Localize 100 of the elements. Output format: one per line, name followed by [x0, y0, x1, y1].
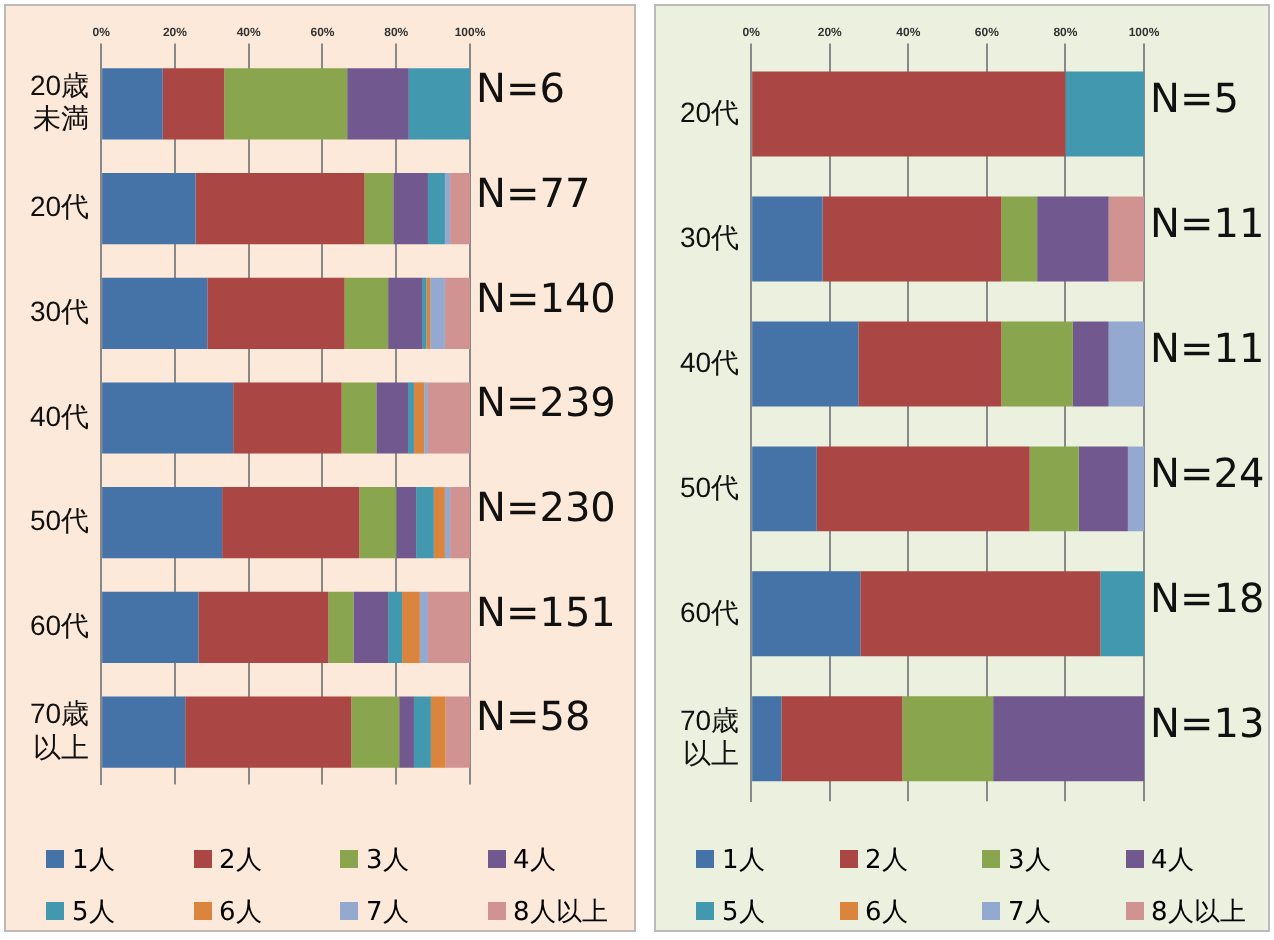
legend-label: 2人: [863, 844, 910, 878]
bar: [781, 696, 903, 782]
y-tick-label: 60代: [679, 595, 740, 628]
bar: [408, 68, 470, 140]
bar: [419, 591, 428, 663]
bar: [1001, 196, 1038, 282]
bar: [444, 277, 470, 349]
bar: [444, 487, 451, 559]
bar: [376, 382, 409, 454]
bar: [1078, 446, 1128, 532]
bar: [752, 571, 861, 657]
bar: [430, 696, 446, 768]
text: N=18: [1150, 574, 1265, 623]
legend-label: 8人以上: [511, 896, 610, 930]
bar: [341, 382, 377, 454]
text: N=230: [476, 483, 616, 532]
bar: [752, 196, 823, 282]
bar: [102, 68, 163, 140]
bar: [902, 696, 994, 782]
bar: [450, 173, 470, 245]
text: N=5: [1150, 74, 1239, 123]
bar: [1001, 321, 1073, 407]
y-tick-label: 70歳以上: [29, 696, 90, 763]
bar: [102, 173, 196, 245]
y-tick-label: 20代: [29, 190, 90, 223]
bar: [816, 446, 1030, 532]
bar: [102, 591, 199, 663]
legend-label: 1人: [70, 844, 117, 878]
bar: [993, 696, 1144, 782]
legend-label: 3人: [364, 844, 411, 878]
bar: [396, 487, 417, 559]
bar: [752, 71, 1066, 157]
legend-label: 4人: [1149, 844, 1196, 878]
bar: [413, 696, 431, 768]
legend-label: 4人: [511, 844, 558, 878]
y-tick-label: 20歳未満: [29, 68, 90, 135]
bar: [347, 68, 409, 140]
bar: [427, 591, 470, 663]
text: N=77: [476, 169, 591, 218]
y-tick-label: 70歳以上: [679, 703, 740, 770]
y-tick-label: 30代: [679, 220, 740, 253]
legend-label: 1人: [720, 844, 767, 878]
bar: [344, 277, 389, 349]
text: N=11: [1150, 199, 1265, 248]
y-tick-label: 40代: [29, 399, 90, 432]
bar: [185, 696, 352, 768]
bar: [1065, 71, 1144, 157]
legend-label: 8人以上: [1149, 896, 1248, 930]
y-tick-label: 30代: [29, 295, 90, 328]
bar: [399, 696, 414, 768]
bar: [388, 277, 423, 349]
text: N=6: [476, 64, 565, 113]
bar: [416, 487, 434, 559]
bar: [445, 696, 470, 768]
legend-label: 7人: [1006, 896, 1053, 930]
bar: [359, 487, 397, 559]
legend-label: 6人: [217, 896, 264, 930]
bar: [207, 277, 345, 349]
bar: [353, 591, 389, 663]
bar: [408, 382, 414, 454]
text: N=140: [476, 273, 616, 322]
text: N=24: [1150, 449, 1265, 498]
bar: [102, 696, 186, 768]
bar: [222, 487, 360, 559]
bar: [102, 277, 208, 349]
text: N=11: [1150, 324, 1265, 373]
bar: [752, 696, 782, 782]
bar: [752, 446, 817, 532]
bar: [450, 487, 470, 559]
bar: [1072, 321, 1109, 407]
bar: [233, 382, 342, 454]
text: N=151: [476, 587, 616, 636]
bar: [364, 173, 394, 245]
bar: [433, 487, 445, 559]
bar: [1037, 196, 1109, 282]
bar: [413, 382, 425, 454]
bar: [427, 382, 470, 454]
bar: [102, 382, 234, 454]
bar: [328, 591, 354, 663]
bar: [388, 591, 403, 663]
bar: [402, 591, 420, 663]
bar: [198, 591, 329, 663]
bar: [1029, 446, 1079, 532]
bar: [351, 696, 400, 768]
bar: [860, 571, 1101, 657]
text: N=239: [476, 378, 616, 427]
y-tick-label: 50代: [29, 504, 90, 537]
bar: [427, 173, 445, 245]
bar: [1127, 446, 1144, 532]
bar: [224, 68, 348, 140]
bar: [195, 173, 365, 245]
text: N=13: [1150, 699, 1265, 748]
y-tick-label: 40代: [679, 345, 740, 378]
bar: [162, 68, 225, 140]
legend-label: 5人: [720, 896, 767, 930]
bar: [430, 277, 445, 349]
legend-label: 3人: [1006, 844, 1053, 878]
bar: [1108, 196, 1144, 282]
bar: [752, 321, 859, 407]
bar: [393, 173, 428, 245]
